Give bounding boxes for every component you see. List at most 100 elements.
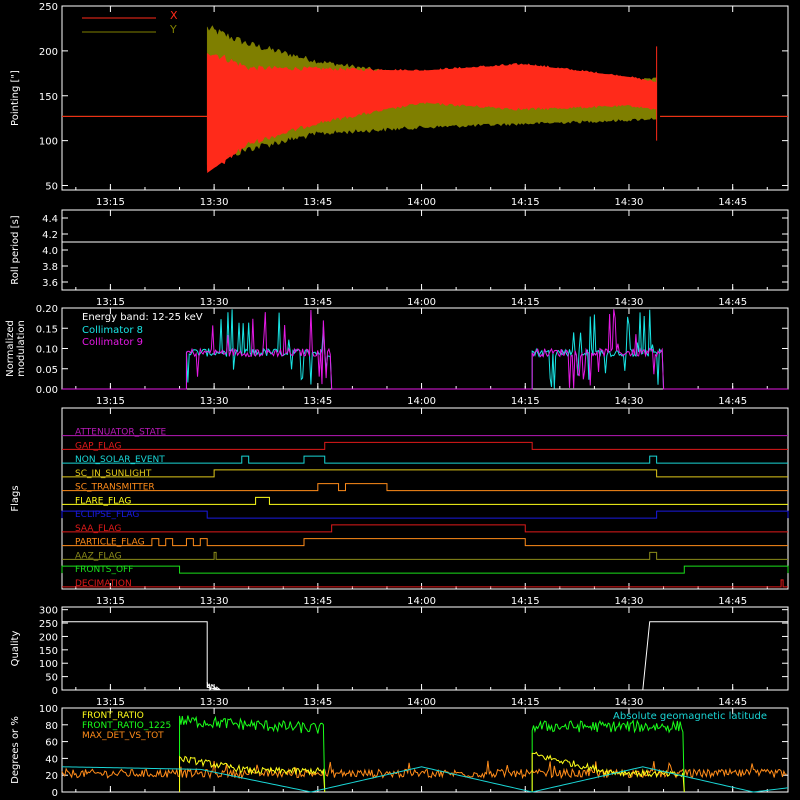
modulation-energy-band: Energy band: 12-25 keV [82, 312, 203, 323]
y-tick-label: 20 [45, 771, 58, 782]
ratio-series-geomag [61, 766, 789, 793]
flag-line-11 [62, 579, 788, 588]
legend-label-X: X [170, 9, 178, 22]
flag-line-10 [61, 565, 789, 574]
modulation-legend-0: Collimator 8 [82, 325, 143, 336]
x-tick-label: 13:30 [200, 396, 229, 407]
flag-line-1 [62, 441, 788, 450]
y-tick-label: 4.0 [42, 246, 58, 257]
y-tick-label: 50 [45, 182, 58, 193]
flag-label-5: FLARE_FLAG [75, 496, 131, 506]
x-tick-label: 14:00 [407, 697, 436, 708]
x-tick-label: 14:15 [511, 197, 540, 208]
x-tick-label: 14:30 [615, 697, 644, 708]
flag-label-0: ATTENUATOR_STATE [75, 428, 167, 438]
ratio-series-FRONT_RATIO_1225-0 [179, 715, 326, 793]
y-tick-label: 300 [39, 606, 58, 617]
pointing-frame [61, 5, 789, 191]
flag-label-9: AAZ_FLAG [75, 551, 122, 561]
y-tick-label: 0.15 [36, 324, 58, 335]
flag-line-7 [62, 524, 788, 533]
x-tick-label: 14:45 [718, 197, 747, 208]
y-tick-label: 4.4 [42, 214, 58, 225]
modulation-ylabel: modulation [16, 320, 27, 377]
flag-label-8: PARTICLE_FLAG [75, 538, 145, 548]
x-tick-label: 14:45 [718, 596, 747, 607]
y-tick-label: 0.00 [36, 385, 58, 396]
x-tick-label: 14:15 [511, 396, 540, 407]
y-tick-label: 250 [39, 2, 58, 13]
x-tick-label: 14:00 [407, 596, 436, 607]
ratio-frame [61, 707, 789, 793]
x-tick-label: 13:30 [200, 297, 229, 308]
modulation-ylabel: Normalized [5, 320, 16, 377]
ratio-series-max-det [61, 760, 787, 780]
flag-line-2 [62, 455, 788, 464]
flag-line-5 [62, 496, 788, 505]
legend-label-Y: Y [169, 23, 177, 36]
x-tick-label: 14:45 [718, 297, 747, 308]
x-tick-label: 14:15 [511, 297, 540, 308]
flag-label-6: ECLIPSE_FLAG [75, 510, 139, 520]
ratio-legend-0: FRONT_RATIO [82, 711, 144, 721]
y-tick-label: 80 [45, 721, 58, 732]
x-tick-label: 14:30 [615, 297, 644, 308]
x-tick-label: 14:00 [407, 297, 436, 308]
flag-label-7: SAA_FLAG [75, 524, 121, 534]
y-tick-label: 100 [39, 704, 58, 715]
roll-ylabel: Roll period [s] [10, 215, 21, 284]
y-tick-label: 3.6 [42, 278, 58, 289]
pointing-ylabel: Pointing ["] [10, 70, 21, 126]
x-tick-label: 13:15 [96, 197, 125, 208]
ratio-legend-3: Absolute geomagnetic latitude [613, 711, 767, 722]
y-tick-label: 4.2 [42, 230, 58, 241]
flag-line-8 [62, 538, 788, 547]
flags-frame [61, 407, 789, 590]
x-tick-label: 14:00 [407, 396, 436, 407]
x-tick-label: 14:30 [615, 197, 644, 208]
flag-line-3 [62, 469, 788, 478]
flag-line-9 [62, 551, 788, 560]
x-tick-label: 13:15 [96, 396, 125, 407]
x-tick-label: 13:15 [96, 697, 125, 708]
pointing-series-X-lower [207, 153, 234, 173]
quality-frame [61, 606, 789, 691]
x-tick-label: 13:30 [200, 197, 229, 208]
ratio-ylabel: Degrees or % [10, 716, 21, 784]
x-tick-label: 13:15 [96, 297, 125, 308]
x-tick-label: 14:45 [718, 697, 747, 708]
y-tick-label: 150 [39, 646, 58, 657]
x-tick-label: 13:30 [200, 596, 229, 607]
y-tick-label: 50 [45, 673, 58, 684]
y-tick-label: 250 [39, 619, 58, 630]
ratio-series-FRONT_RATIO-1 [531, 751, 685, 793]
y-tick-label: 40 [45, 754, 58, 765]
flag-label-3: SC_IN_SUNLIGHT [75, 469, 152, 479]
x-tick-label: 13:30 [200, 697, 229, 708]
roll-frame [61, 209, 789, 291]
flag-label-10: FRONTS_OFF [75, 565, 133, 575]
y-tick-label: 0.05 [36, 365, 58, 376]
ratio-series-FRONT_RATIO_1225-1 [531, 719, 685, 793]
ratio-legend-2: MAX_DET_VS_TOT [82, 731, 164, 741]
ratio-legend-1: FRONT_RATIO_1225 [82, 721, 171, 731]
y-tick-label: 150 [39, 92, 58, 103]
y-tick-label: 200 [39, 47, 58, 58]
quality-series [62, 621, 788, 691]
x-tick-label: 14:45 [718, 396, 747, 407]
x-tick-label: 13:15 [96, 596, 125, 607]
y-tick-label: 0 [52, 686, 58, 697]
pointing-series-X-upper [374, 64, 642, 83]
modulation-legend-1: Collimator 9 [82, 337, 143, 348]
flag-label-2: NON_SOLAR_EVENT [75, 455, 165, 465]
x-tick-label: 14:30 [615, 396, 644, 407]
flag-line-6 [61, 510, 789, 519]
y-tick-label: 0.10 [36, 345, 58, 356]
x-tick-label: 14:15 [511, 596, 540, 607]
ratio-series-FRONT_RATIO-0 [179, 755, 326, 793]
flag-label-11: DECIMATION [75, 579, 132, 589]
quality-noise [206, 681, 221, 692]
x-tick-label: 13:45 [303, 596, 332, 607]
y-tick-label: 60 [45, 738, 58, 749]
